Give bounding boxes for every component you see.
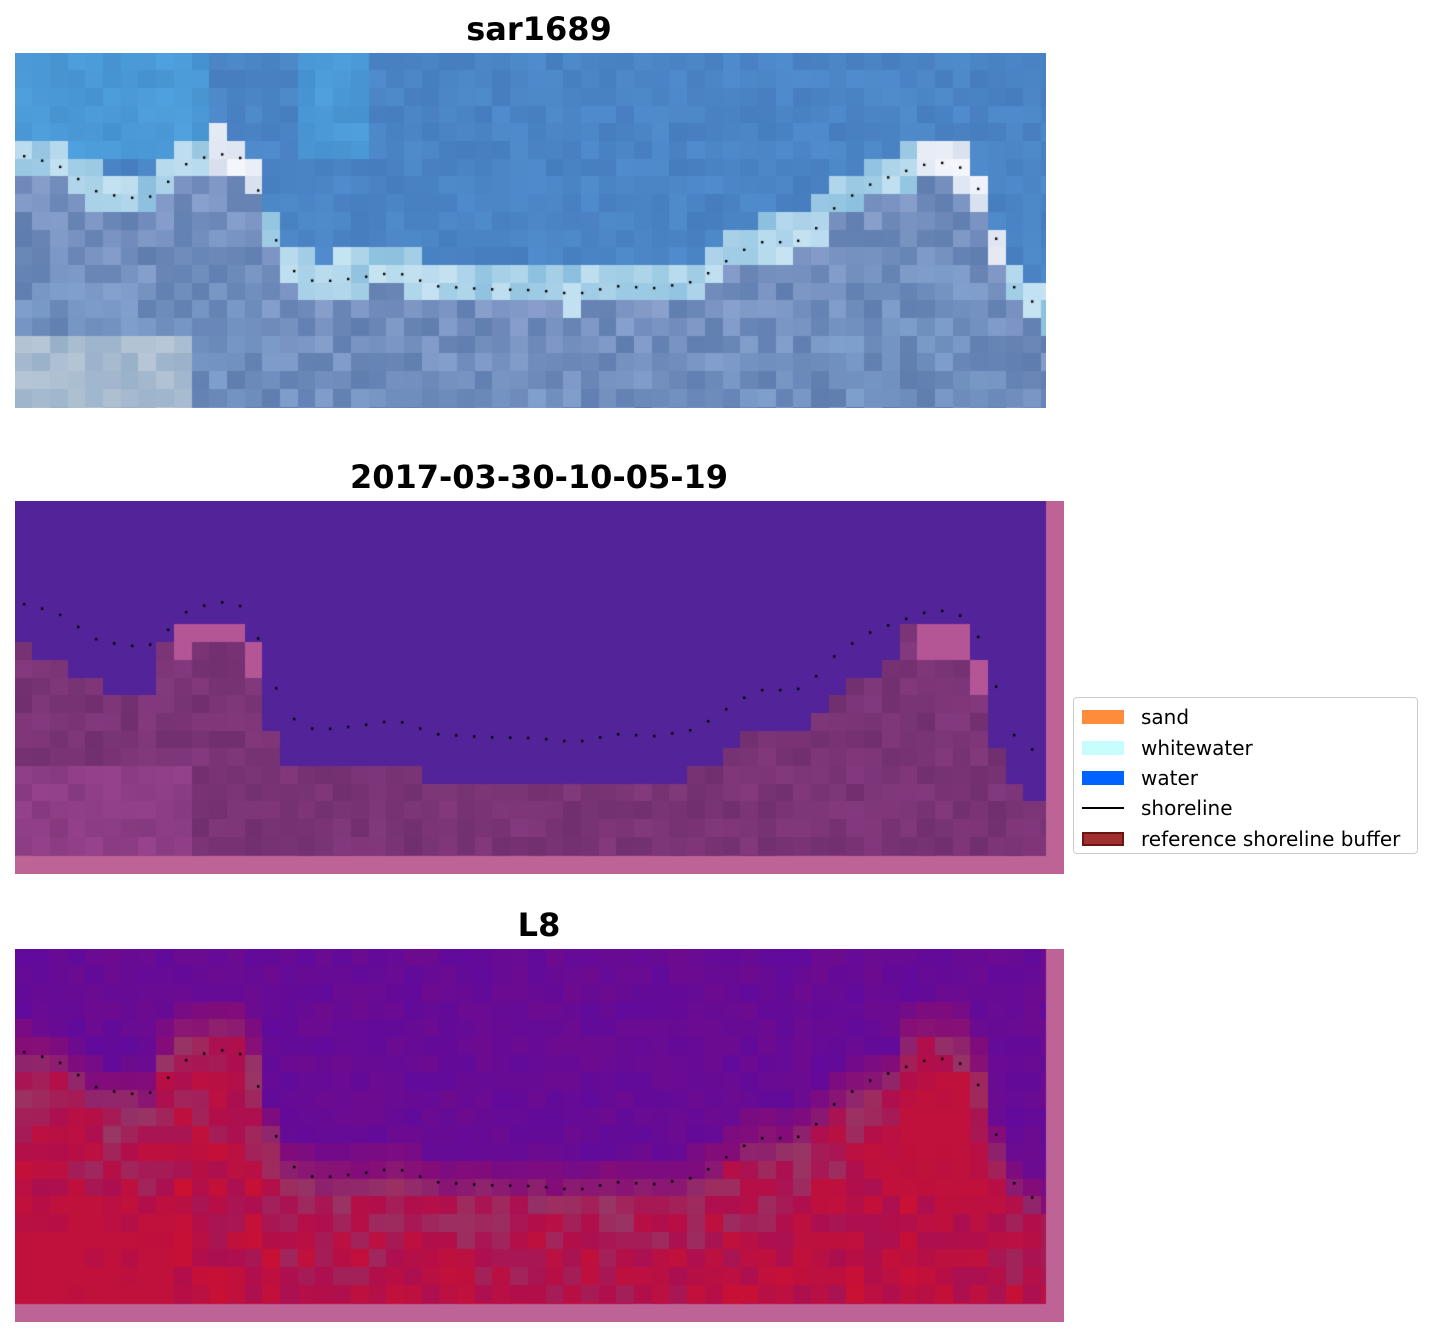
legend-item-shoreline: shoreline: [1074, 793, 1417, 823]
legend-swatch-whitewater: [1082, 740, 1124, 755]
legend-item-reference-shoreline-buffer: reference shoreline buffer: [1074, 824, 1417, 854]
legend-swatch-water: [1082, 770, 1124, 785]
legend-item-sand: sand: [1074, 702, 1417, 732]
legend-label-reference-shoreline-buffer: reference shoreline buffer: [1141, 826, 1401, 851]
legend-swatch-reference-shoreline-buffer: [1082, 831, 1124, 846]
legend-label-whitewater: whitewater: [1141, 735, 1253, 760]
panel-1-rgb-image: [15, 53, 1046, 408]
legend-item-whitewater: whitewater: [1074, 732, 1417, 762]
panel-3-title: L8: [517, 906, 561, 944]
legend-line-shoreline: [1082, 807, 1124, 810]
legend-label-shoreline: shoreline: [1141, 796, 1233, 821]
legend-swatch-sand: [1082, 710, 1124, 725]
panel-3-index-image: [15, 949, 1064, 1322]
panel-2-classified-image: [15, 501, 1064, 874]
legend-label-water: water: [1141, 765, 1198, 790]
panel-2-title: 2017-03-30-10-05-19: [349, 458, 729, 496]
legend-item-water: water: [1074, 763, 1417, 793]
legend-label-sand: sand: [1141, 705, 1190, 730]
panel-1-title: sar1689: [466, 10, 612, 48]
legend: sand whitewater water shoreline referenc…: [1073, 697, 1418, 854]
